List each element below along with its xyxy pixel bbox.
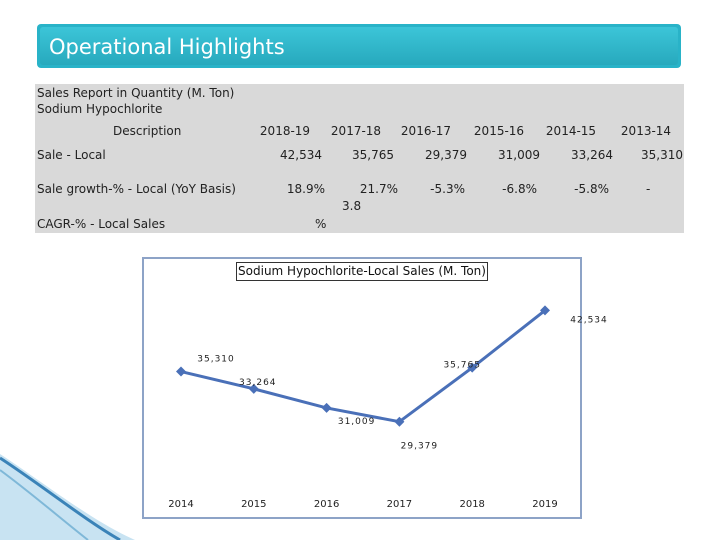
cell-value: 42,534	[280, 148, 322, 162]
data-point	[321, 402, 332, 413]
row-label: Sale - Local	[37, 148, 106, 162]
cell-value: 29,379	[425, 148, 467, 162]
year-header: 2015-16	[473, 124, 525, 138]
page-title: Operational Highlights	[49, 35, 285, 59]
cell-value: 35,310	[641, 148, 683, 162]
cell-value: 18.9%	[286, 182, 325, 196]
title-bar: Operational Highlights	[37, 24, 681, 68]
report-heading: Sales Report in Quantity (M. Ton)	[37, 86, 235, 100]
data-label: 35,310	[197, 355, 235, 365]
data-point	[394, 416, 405, 427]
data-label: 29,379	[401, 442, 439, 452]
sales-report-table: Sales Report in Quantity (M. Ton) Sodium…	[35, 84, 684, 233]
data-point	[467, 362, 478, 373]
row-label: CAGR-% - Local Sales	[37, 217, 166, 231]
cell-value: 33,264	[571, 148, 613, 162]
cell-value: -5.3%	[430, 182, 465, 196]
wave-shape	[0, 454, 135, 540]
x-tick-label: 2019	[532, 499, 557, 510]
cell-value: 35,765	[352, 148, 394, 162]
cell-value-wrap: 3.8	[342, 199, 362, 213]
data-label: 35,765	[443, 361, 481, 371]
wave-line	[0, 456, 121, 540]
year-header: 2017-18	[330, 124, 382, 138]
data-point	[540, 305, 550, 316]
cagr-percent: %	[315, 217, 327, 231]
title-inner: Operational Highlights	[40, 27, 678, 65]
decorative-wave	[0, 454, 135, 540]
chart-title: Sodium Hypochlorite-Local Sales (M. Ton)	[236, 262, 488, 281]
data-label: 42,534	[570, 315, 608, 325]
series-line	[180, 309, 546, 424]
cell-value: -5.8%	[574, 182, 609, 196]
x-tick-label: 2014	[168, 499, 193, 510]
data-label: 31,009	[338, 417, 376, 427]
data-point	[248, 383, 259, 394]
cell-value: -	[646, 182, 651, 196]
description-header: Description	[113, 124, 182, 138]
x-tick-label: 2016	[314, 499, 339, 510]
chart-frame	[142, 257, 582, 519]
wave-line	[0, 469, 89, 540]
row-label: Sale growth-% - Local (YoY Basis)	[37, 182, 236, 196]
cell-value: 31,009	[498, 148, 540, 162]
x-tick-label: 2017	[387, 499, 412, 510]
cell-value: 21.7%	[359, 182, 398, 196]
x-tick-label: 2015	[241, 499, 266, 510]
year-header: 2014-15	[545, 124, 597, 138]
x-tick-label: 2018	[459, 499, 484, 510]
year-header: 2016-17	[400, 124, 452, 138]
data-point	[176, 366, 186, 377]
year-header: 2013-14	[620, 124, 672, 138]
year-header: 2018-19	[259, 124, 311, 138]
report-subheading: Sodium Hypochlorite	[37, 102, 163, 116]
data-label: 33,264	[239, 378, 277, 388]
cell-value: -6.8%	[502, 182, 537, 196]
